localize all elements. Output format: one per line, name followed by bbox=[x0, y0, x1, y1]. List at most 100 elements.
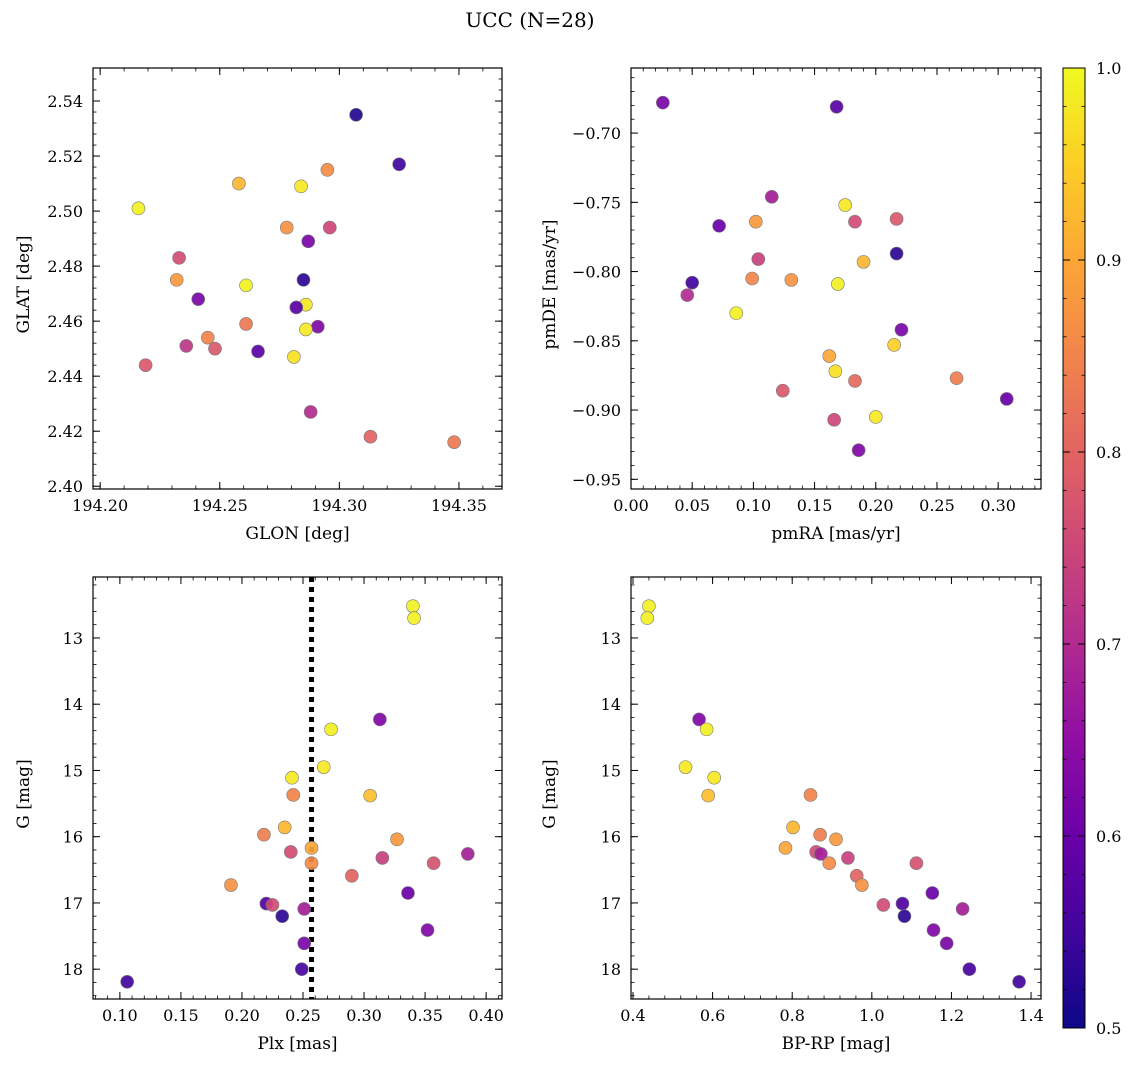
data-point bbox=[363, 429, 378, 444]
y-tick-label: 2.52 bbox=[47, 147, 83, 166]
data-point bbox=[232, 176, 246, 191]
colorbar-tick-label: 0.6 bbox=[1096, 827, 1121, 846]
data-point bbox=[889, 212, 904, 226]
data-point bbox=[406, 599, 420, 613]
data-point bbox=[855, 878, 869, 892]
x-tick-label: 0.30 bbox=[980, 496, 1016, 515]
data-point bbox=[925, 886, 940, 900]
x-tick-label: 0.8 bbox=[779, 1006, 804, 1025]
data-point bbox=[786, 820, 800, 835]
y-tick-label: 15 bbox=[601, 761, 621, 780]
data-point bbox=[191, 292, 206, 306]
y-tick-label: 18 bbox=[601, 960, 621, 979]
x-tick-label: 0.30 bbox=[346, 1006, 382, 1025]
data-point bbox=[949, 371, 964, 386]
data-point bbox=[775, 383, 790, 398]
x-tick-label: 0.10 bbox=[736, 496, 772, 515]
y-axis-label: G [mag] bbox=[540, 759, 560, 828]
data-point bbox=[294, 179, 308, 194]
data-point bbox=[257, 827, 271, 842]
y-tick-label: 2.42 bbox=[47, 422, 83, 441]
panel-pm: 0.00 0.05 0.10 0.15 0.20 0.25 0.30 −0.95 −0.90 −0… bbox=[540, 67, 1042, 544]
colorbar-tick-label: 0.9 bbox=[1096, 251, 1121, 270]
scatter-panels: 194.20 194.25 194.30 194.35 2.40 2.42 2.44 2.46… bbox=[14, 67, 1044, 1054]
data-point bbox=[876, 898, 891, 912]
data-point bbox=[712, 219, 726, 233]
y-tick-label: 2.48 bbox=[47, 257, 83, 276]
y-tick-label: 2.44 bbox=[47, 367, 83, 386]
x-tick-label: 0.20 bbox=[858, 496, 894, 515]
data-point bbox=[447, 435, 461, 450]
data-point bbox=[751, 252, 766, 266]
x-axis-label: BP-RP [mag] bbox=[782, 1034, 891, 1054]
data-point bbox=[208, 341, 222, 356]
x-tick-label: 0.15 bbox=[163, 1006, 199, 1025]
data-point bbox=[848, 374, 862, 388]
y-tick-label: 17 bbox=[63, 894, 83, 913]
y-tick-label: 2.46 bbox=[47, 312, 83, 331]
y-tick-label: 17 bbox=[601, 894, 621, 913]
data-point bbox=[224, 878, 238, 892]
y-tick-label: 16 bbox=[601, 828, 621, 847]
y-tick-label: 18 bbox=[63, 960, 83, 979]
data-point bbox=[296, 273, 311, 287]
data-point bbox=[909, 856, 924, 870]
points-pm bbox=[656, 95, 1014, 458]
data-point bbox=[856, 255, 871, 269]
data-point bbox=[407, 611, 421, 625]
data-point bbox=[301, 234, 316, 249]
colorbar-tick-label: 0.7 bbox=[1096, 635, 1121, 654]
data-point bbox=[239, 278, 253, 293]
y-tick-label: 2.40 bbox=[47, 477, 83, 496]
data-point bbox=[848, 214, 862, 229]
data-point bbox=[390, 832, 404, 847]
panel-cmd: 0.4 0.6 0.8 1.0 1.2 1.4 13 14 15 16 17 18 BP-RP [mag… bbox=[540, 576, 1044, 1054]
x-tick-label: 194.20 bbox=[72, 496, 128, 515]
data-point bbox=[813, 827, 827, 842]
data-point bbox=[778, 841, 793, 855]
data-point bbox=[265, 898, 280, 912]
x-tick-label: 1.2 bbox=[939, 1006, 964, 1025]
data-point bbox=[373, 712, 387, 727]
data-point bbox=[831, 277, 845, 291]
points-plx bbox=[120, 599, 475, 989]
x-tick-label: 0.25 bbox=[919, 496, 955, 515]
data-point bbox=[827, 412, 841, 427]
data-point bbox=[939, 936, 954, 951]
panel-sky: 194.20 194.25 194.30 194.35 2.40 2.42 2.44 2.46… bbox=[14, 67, 503, 544]
data-point bbox=[895, 896, 910, 911]
data-point bbox=[1012, 974, 1026, 989]
data-point bbox=[814, 847, 828, 861]
data-point bbox=[685, 275, 699, 290]
data-point bbox=[701, 788, 716, 803]
colorbar-tick-label: 0.5 bbox=[1096, 1019, 1121, 1038]
x-tick-label: 1.0 bbox=[859, 1006, 884, 1025]
data-point bbox=[461, 847, 475, 861]
axes-frame bbox=[630, 67, 1042, 490]
data-point bbox=[962, 962, 977, 976]
data-point bbox=[828, 364, 843, 379]
data-point bbox=[829, 99, 844, 114]
y-tick-label: 14 bbox=[63, 695, 83, 714]
data-point bbox=[172, 251, 186, 265]
y-tick-label: −0.95 bbox=[572, 470, 621, 489]
y-tick-label: 13 bbox=[601, 629, 621, 648]
data-point bbox=[120, 974, 134, 989]
figure-title: UCC (N=28) bbox=[465, 8, 594, 32]
colorbar-gradient bbox=[1062, 67, 1086, 1029]
data-point bbox=[851, 443, 866, 458]
data-point bbox=[841, 851, 855, 865]
data-point bbox=[889, 246, 904, 261]
data-point bbox=[287, 350, 301, 364]
x-tick-label: 0.25 bbox=[285, 1006, 321, 1025]
data-point bbox=[294, 962, 309, 976]
data-point bbox=[285, 770, 299, 785]
data-point bbox=[277, 820, 292, 835]
data-point bbox=[320, 163, 335, 177]
data-point bbox=[868, 410, 883, 424]
y-tick-label: 16 bbox=[63, 828, 83, 847]
y-tick-label: 2.54 bbox=[47, 92, 83, 111]
data-point bbox=[749, 214, 763, 229]
data-point bbox=[745, 271, 759, 286]
